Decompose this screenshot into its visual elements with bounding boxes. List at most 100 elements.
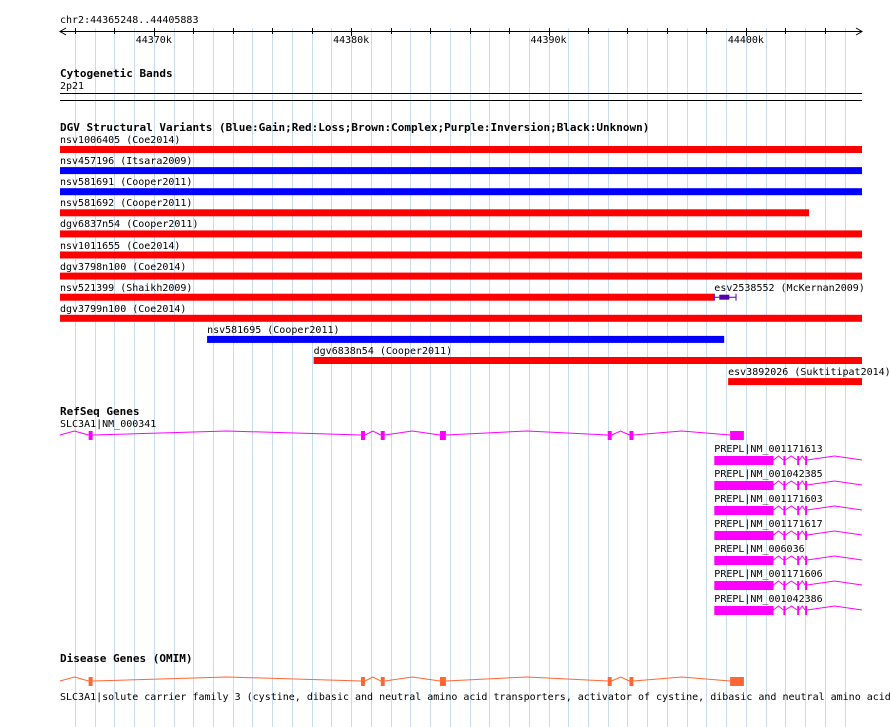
dgv-variant-label[interactable]: dgv6838n54 (Cooper2011): [313, 346, 453, 357]
refseq-intron: [798, 580, 806, 586]
refseq-intron: [773, 580, 784, 586]
refseq-intron: [59, 430, 89, 436]
dgv-variant-bar: [60, 167, 862, 175]
refseq-exon: [714, 556, 774, 565]
omim-intron: [364, 676, 381, 682]
ruler-left-arrow: [59, 27, 67, 36]
dgv-variant-label[interactable]: nsv1006405 (Coe2014): [60, 135, 181, 146]
refseq-intron: [773, 605, 784, 611]
dgv-variant-label[interactable]: nsv581695 (Cooper2011): [207, 324, 340, 336]
refseq-gene-label[interactable]: PREPL|NM_001042386: [714, 594, 823, 605]
dgv-variant-label[interactable]: esv3892026 (Suktitipat2014): [728, 367, 890, 379]
refseq-exon: [783, 556, 786, 565]
refseq-intron: [807, 580, 863, 586]
refseq-exon: [797, 581, 800, 590]
refseq-exon: [805, 581, 808, 590]
refseq-exon: [380, 431, 385, 440]
ruler-right-arrow: [855, 27, 863, 36]
refseq-exon: [805, 506, 808, 515]
refseq-intron: [773, 555, 784, 561]
refseq-exon: [783, 606, 786, 615]
refseq-gene-label[interactable]: PREPL|NM_006036: [714, 544, 805, 555]
refseq-exon: [88, 431, 93, 440]
refseq-exon: [805, 456, 808, 465]
dgv-variant-bar: [60, 272, 862, 280]
dgv-variant-bar: [60, 146, 862, 153]
refseq-intron: [785, 555, 798, 561]
ruler-tick-label: 44380k: [333, 35, 370, 46]
omim-intron: [59, 676, 89, 682]
omim-intron: [611, 676, 630, 682]
omim-exon: [439, 677, 446, 686]
cytoband-label: 2p21: [60, 81, 85, 92]
omim-exon: [380, 677, 385, 686]
refseq-exon: [783, 531, 786, 540]
refseq-intron: [798, 505, 806, 511]
refseq-exon: [805, 606, 808, 615]
dgv-variant-label[interactable]: nsv581692 (Cooper2011): [60, 198, 193, 210]
refseq-exon: [783, 481, 786, 490]
refseq-intron: [633, 430, 731, 436]
refseq-track-title[interactable]: RefSeq Genes: [60, 405, 140, 418]
omim-intron: [633, 676, 731, 682]
dgv-variant-bar: [60, 188, 862, 196]
refseq-gene-label[interactable]: PREPL|NM_001171617: [714, 519, 823, 530]
refseq-gene-label[interactable]: PREPL|NM_001171613: [714, 444, 823, 455]
dgv-variant-bar: [728, 378, 862, 386]
refseq-exon: [714, 481, 774, 490]
refseq-exon: [797, 606, 800, 615]
refseq-gene-label[interactable]: SLC3A1|NM_000341: [60, 419, 157, 430]
coordinate-ruler: [59, 27, 863, 36]
refseq-exon: [797, 556, 800, 565]
ruler-tick-label: 44400k: [727, 35, 764, 46]
dgv-track-title[interactable]: DGV Structural Variants (Blue:Gain;Red:L…: [60, 121, 650, 134]
refseq-gene-label[interactable]: PREPL|NM_001042385: [714, 469, 823, 480]
refseq-gene-label[interactable]: PREPL|NM_001171603: [714, 494, 823, 505]
refseq-exon: [805, 481, 808, 490]
refseq-exon: [783, 506, 786, 515]
refseq-intron: [807, 530, 863, 536]
range-label: chr2:44365248..44405883: [60, 15, 199, 26]
refseq-exon: [783, 581, 786, 590]
refseq-exon: [714, 531, 774, 540]
refseq-exon: [730, 431, 744, 440]
refseq-exon: [714, 506, 774, 515]
refseq-intron: [798, 555, 806, 561]
refseq-intron: [611, 430, 630, 436]
dgv-variant-label[interactable]: dgv3799n100 (Coe2014): [60, 303, 187, 315]
refseq-intron: [364, 430, 381, 436]
omim-gene-label[interactable]: SLC3A1|solute carrier family 3 (cystine,…: [60, 692, 890, 703]
dgv-variant-label[interactable]: nsv1011655 (Coe2014): [60, 240, 181, 252]
refseq-intron: [798, 605, 806, 611]
dgv-variant-label[interactable]: nsv581691 (Cooper2011): [60, 177, 193, 189]
omim-intron: [445, 676, 608, 682]
refseq-exon: [361, 431, 365, 440]
dgv-variant-label[interactable]: nsv521399 (Shaikh2009): [60, 282, 193, 294]
cytoband-track-title[interactable]: Cytogenetic Bands: [60, 67, 173, 80]
track-features: [59, 93, 863, 686]
dgv-variant-bar: [60, 314, 862, 322]
refseq-intron: [785, 455, 798, 461]
refseq-exon: [783, 456, 786, 465]
omim-exon: [88, 677, 93, 686]
dgv-variant-label[interactable]: esv2538552 (McKernan2009): [714, 282, 865, 294]
refseq-intron: [773, 530, 784, 536]
refseq-exon: [439, 431, 446, 440]
dgv-variant-label[interactable]: dgv3798n100 (Coe2014): [60, 261, 187, 273]
refseq-intron: [807, 605, 863, 611]
refseq-intron: [384, 430, 441, 436]
refseq-intron: [773, 480, 784, 486]
refseq-intron: [773, 455, 784, 461]
refseq-intron: [798, 455, 806, 461]
refseq-intron: [807, 455, 863, 461]
omim-track-title[interactable]: Disease Genes (OMIM): [60, 652, 193, 665]
refseq-exon: [797, 456, 800, 465]
refseq-gene-label[interactable]: PREPL|NM_001171606: [714, 569, 823, 580]
dgv-variant-block: [719, 294, 730, 300]
dgv-variant-label[interactable]: dgv6837n54 (Cooper2011): [60, 219, 199, 231]
refseq-exon: [714, 606, 774, 615]
refseq-exon: [629, 431, 634, 440]
omim-intron: [92, 676, 362, 682]
dgv-variant-label[interactable]: nsv457196 (Itsara2009): [60, 156, 193, 168]
refseq-exon: [805, 531, 808, 540]
